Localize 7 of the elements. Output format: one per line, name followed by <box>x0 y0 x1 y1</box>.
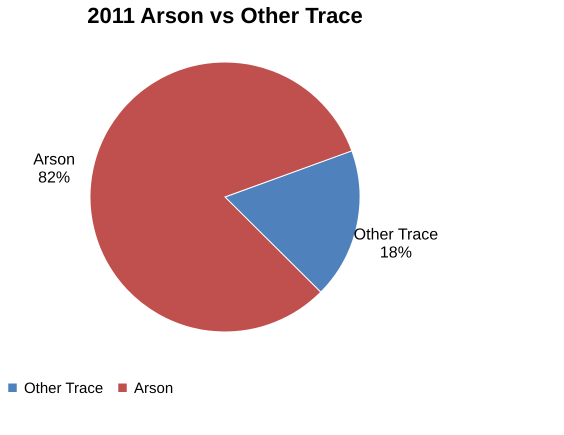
chart-title: 2011 Arson vs Other Trace <box>87 3 363 28</box>
data-label: 82% <box>38 169 70 186</box>
slice-label: Other Trace <box>354 226 438 244</box>
legend-label: Arson <box>134 380 174 397</box>
slice-label: Arson <box>33 151 75 168</box>
legend-label: Other Trace <box>24 380 104 397</box>
data-label: 18% <box>380 244 412 262</box>
